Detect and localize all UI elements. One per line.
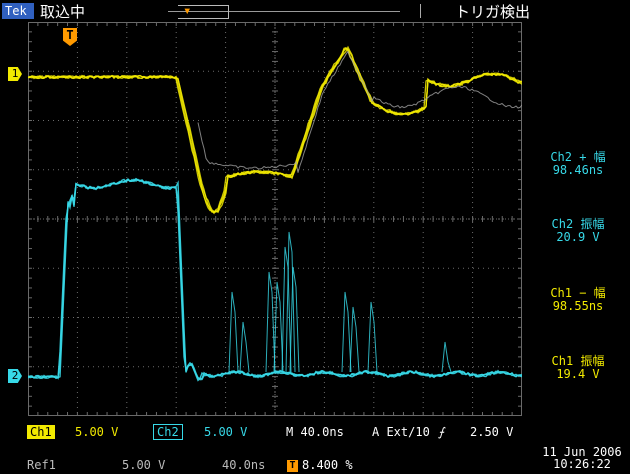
timebase-readout[interactable]: M 40.0ns [286,425,344,439]
measurement-value: 19.4 V [556,367,600,381]
ch1-waveform [28,47,522,215]
ch2-glitch-spike [273,281,284,373]
trigger-position-marker-icon: T [287,460,298,472]
trigger-level[interactable]: 2.50 V [470,425,514,439]
brand-badge: Tek [2,3,34,19]
trigger-slope-icon[interactable]: ⨍ [438,425,445,439]
ch2-glitch-spike [285,231,296,373]
ch1-waveform [28,47,522,213]
ref1-waveform [197,50,522,173]
trigger-status: トリガ検出 [455,3,531,21]
ch2-glitch-spike [228,291,239,373]
trigger-point-label: T [66,28,74,42]
trigger-point-icon[interactable]: T [63,28,77,46]
ch2-glitch-spike [441,341,452,373]
waveform-traces [28,45,522,382]
trigger-position-marker-label: T [289,460,296,471]
ch2-glitch-spike [341,291,352,373]
ch2-scale[interactable]: 5.00 V [204,425,248,439]
measurement-value: 20.9 V [556,230,600,244]
acquisition-status: 取込中 [40,3,86,21]
record-window-bracket [178,5,229,19]
measurement-ch1-amplitude: Ch1 振幅 19.4 V [528,355,628,381]
ch2-ground-marker[interactable]: 2 [8,369,22,383]
ch2-marker-label: 2 [11,369,19,382]
date-time: 11 Jun 2006 10:26:22 [537,446,627,470]
ch2-glitch-spike [289,266,300,373]
record-end-tick [420,4,421,18]
trigger-source[interactable]: A Ext/10 [372,425,430,439]
trigger-position-percent[interactable]: 8.400 % [302,458,353,472]
ch2-label[interactable]: Ch2 [153,424,183,440]
time: 10:26:22 [553,457,611,471]
measurement-label: Ch2 振幅 [551,217,605,231]
record-length-bar [168,11,400,12]
ch1-scale[interactable]: 5.00 V [75,425,119,439]
ch2-glitch-spike [265,271,276,373]
ch2-glitch-spike [349,306,360,373]
waveform-display [28,22,522,416]
trigger-position-icon[interactable]: ▾ [183,3,192,19]
measurement-value: 98.55ns [552,299,604,313]
measurement-ch2-amplitude: Ch2 振幅 20.9 V [528,218,628,244]
ch1-ground-marker[interactable]: 1 [8,67,22,81]
ref1-timebase: 40.0ns [222,458,266,472]
measurement-ch2-pos-width: Ch2 + 幅 98.46ns [528,151,628,177]
date: 11 Jun 2006 [542,445,622,459]
ref1-scale: 5.00 V [122,458,166,472]
ch1-label[interactable]: Ch1 [27,425,55,439]
graticule [28,22,522,416]
measurement-label: Ch1 振幅 [551,354,605,368]
measurement-value: 98.46ns [552,163,604,177]
ch2-glitch-spike [367,301,378,373]
brand-text: Tek [5,4,27,18]
ch2-glitch-spike [281,246,292,373]
ref1-label[interactable]: Ref1 [27,458,56,472]
ch2-glitch-spike [239,321,250,373]
measurement-label: Ch2 + 幅 [550,150,606,164]
measurement-ch1-neg-width: Ch1 − 幅 98.55ns [528,287,628,313]
status-bar: Tek 取込中 ▾ トリガ検出 [0,0,630,22]
ch1-marker-label: 1 [11,67,19,80]
measurement-label: Ch1 − 幅 [550,286,606,300]
